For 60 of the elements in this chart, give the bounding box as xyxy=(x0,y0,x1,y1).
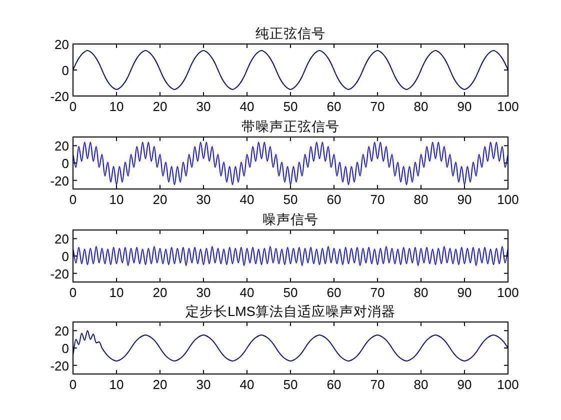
xtick: 50 xyxy=(283,99,298,114)
ytick: 0 xyxy=(62,249,69,264)
ytick: -20 xyxy=(50,173,69,188)
xtick: 30 xyxy=(196,99,211,114)
title: 定步长LMS算法自适应噪声对消器 xyxy=(186,304,396,319)
xtick: 20 xyxy=(152,99,168,114)
xtick: 70 xyxy=(370,377,385,392)
xtick: 80 xyxy=(414,285,428,300)
xtick: 50 xyxy=(283,285,298,300)
ytick: -20 xyxy=(50,358,69,374)
xtick: 40 xyxy=(240,99,254,114)
xtick: 90 xyxy=(457,377,472,392)
title: 带噪声正弦信号 xyxy=(242,119,340,134)
xtick: 30 xyxy=(196,377,211,392)
xtick: 30 xyxy=(196,192,211,207)
xtick: 60 xyxy=(326,99,342,114)
xtick: 0 xyxy=(69,377,77,392)
ytick: 20 xyxy=(54,324,69,339)
ytick: 0 xyxy=(62,63,69,78)
ytick: -20 xyxy=(50,266,69,282)
xtick: 40 xyxy=(240,192,254,207)
ytick: -20 xyxy=(50,89,69,104)
xtick: 20 xyxy=(152,285,168,300)
xtick: 40 xyxy=(240,285,254,300)
xtick: 90 xyxy=(457,192,472,207)
xtick: 0 xyxy=(69,192,77,207)
xtick: 70 xyxy=(370,99,385,114)
xtick: 100 xyxy=(497,377,519,392)
ytick: 20 xyxy=(54,37,69,52)
xtick: 100 xyxy=(497,285,519,300)
xtick: 10 xyxy=(109,192,124,207)
xtick: 60 xyxy=(326,377,342,392)
xtick: 60 xyxy=(326,192,342,207)
ytick: 20 xyxy=(54,138,69,154)
xtick: 80 xyxy=(414,377,428,392)
xtick: 80 xyxy=(414,99,428,114)
xtick: 40 xyxy=(240,377,254,392)
xtick: 20 xyxy=(152,377,168,392)
xtick: 70 xyxy=(370,192,385,207)
xtick: 60 xyxy=(326,285,342,300)
xtick: 90 xyxy=(457,285,472,300)
xtick: 30 xyxy=(196,285,211,300)
xtick: 70 xyxy=(370,285,385,300)
xtick: 80 xyxy=(414,192,428,207)
xtick: 100 xyxy=(497,192,519,207)
title: 噪声信号 xyxy=(262,212,318,227)
xtick: 20 xyxy=(152,192,168,207)
xtick: 10 xyxy=(109,99,124,114)
ytick: 0 xyxy=(62,156,69,171)
xtick: 0 xyxy=(69,285,77,300)
xtick: 50 xyxy=(283,192,298,207)
xtick: 100 xyxy=(497,99,519,114)
xtick: 10 xyxy=(109,377,124,392)
xtick: 0 xyxy=(69,99,77,114)
ytick: 0 xyxy=(62,341,69,356)
ytick: 20 xyxy=(54,232,69,247)
xtick: 50 xyxy=(283,377,298,392)
title: 纯正弦信号 xyxy=(256,26,326,41)
xtick: 90 xyxy=(457,99,472,114)
xtick: 10 xyxy=(109,285,124,300)
